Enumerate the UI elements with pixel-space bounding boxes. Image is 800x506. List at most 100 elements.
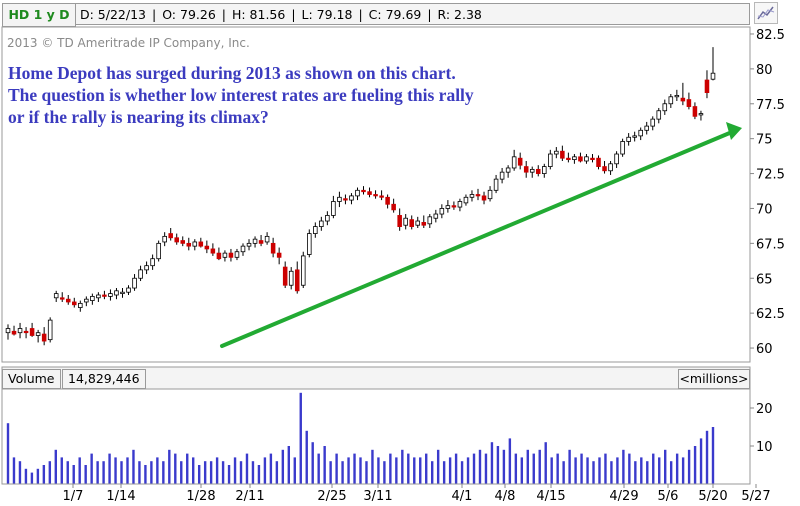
candle xyxy=(505,165,511,178)
volume-bar xyxy=(227,465,231,484)
candle-body-down xyxy=(174,237,179,243)
candle-body-down xyxy=(270,242,276,254)
volume-bar xyxy=(66,461,69,484)
candle-body-up xyxy=(192,241,198,247)
candle-body-down xyxy=(475,194,481,197)
candle xyxy=(445,200,451,213)
candle xyxy=(228,248,234,262)
volume-bar xyxy=(568,449,571,484)
candle-body-down xyxy=(535,168,541,174)
candle-body-up xyxy=(337,196,342,202)
volume-bar xyxy=(502,449,506,484)
volume-bar xyxy=(132,449,135,484)
volume-bar xyxy=(353,453,356,484)
quote-date: D: 5/22/13 xyxy=(80,7,146,22)
trendline-arrowhead xyxy=(726,122,742,140)
volume-bar xyxy=(144,465,147,484)
candle xyxy=(379,190,384,201)
candle-body-down xyxy=(65,298,71,303)
volume-bar xyxy=(419,457,422,484)
date-tick-label: 3/11 xyxy=(363,489,392,504)
candle-body-down xyxy=(517,157,523,166)
candle-body-down xyxy=(72,301,77,306)
candle-body-down xyxy=(421,222,427,226)
candle xyxy=(108,289,113,301)
candle xyxy=(47,317,53,343)
candle xyxy=(270,237,276,258)
volume-value: 14,829,446 xyxy=(62,369,146,389)
volume-bar xyxy=(430,461,434,484)
candle xyxy=(5,324,11,340)
candle-body-down xyxy=(282,266,288,286)
candle xyxy=(638,127,643,141)
candle-body-up xyxy=(656,110,662,120)
candle xyxy=(41,327,47,346)
volume-bar xyxy=(508,438,512,484)
candle-body-up xyxy=(144,265,149,271)
candle-body-down xyxy=(379,195,384,198)
volume-bar xyxy=(371,449,374,484)
candle-body-down xyxy=(41,333,47,342)
quote-divider: | xyxy=(151,7,157,22)
date-tick-label: 5/27 xyxy=(741,489,770,504)
volume-bar xyxy=(126,457,129,484)
candle xyxy=(192,239,198,251)
candle-body-down xyxy=(343,198,348,201)
candle-body-down xyxy=(596,157,601,167)
candle xyxy=(680,82,686,106)
volume-bar xyxy=(120,461,123,484)
candle-body-up xyxy=(325,215,330,222)
candle-body-down xyxy=(29,328,35,336)
volume-bar xyxy=(269,453,273,484)
candle xyxy=(668,94,674,108)
volume-bar xyxy=(658,457,661,484)
candle-body-up xyxy=(246,242,252,247)
candle xyxy=(349,193,354,205)
volume-axis: 10 20 xyxy=(750,402,773,455)
volume-bar xyxy=(574,457,577,484)
volume-bar xyxy=(616,457,619,484)
volume-bar xyxy=(138,461,141,484)
candle-body-down xyxy=(373,194,378,197)
candle-body-down xyxy=(198,241,204,247)
candle-body-up xyxy=(138,269,143,279)
quote-divider: | xyxy=(358,7,363,22)
candle xyxy=(204,240,210,254)
volume-bar xyxy=(401,449,404,484)
annotation-text: Home Depot has surged during 2013 as sho… xyxy=(8,63,474,127)
price-tick-label: 60 xyxy=(756,342,773,357)
candle xyxy=(451,201,457,210)
price-tick-label: 82.5 xyxy=(756,28,785,43)
candle-body-up xyxy=(84,298,89,303)
volume-bar xyxy=(42,465,46,484)
quote-range: R: 2.38 xyxy=(437,7,482,22)
candle-body-up xyxy=(222,252,228,258)
volume-bar xyxy=(669,461,673,484)
chart-settings-button[interactable] xyxy=(754,2,778,24)
volume-label: Volume xyxy=(2,369,61,389)
volume-bar xyxy=(323,446,326,484)
price-panel-frame xyxy=(1,26,751,363)
volume-bar xyxy=(114,457,117,484)
candle-body-up xyxy=(584,156,589,162)
volume-bar xyxy=(72,465,75,484)
volume-bar xyxy=(251,461,255,484)
candle-body-up xyxy=(35,332,41,336)
volume-bar xyxy=(60,457,63,484)
volume-bar xyxy=(84,465,87,484)
date-tick-label: 4/29 xyxy=(609,489,638,504)
volume-bar xyxy=(192,457,195,484)
ticker-label: HD 1 y D xyxy=(8,7,70,22)
candle xyxy=(307,229,312,258)
candle xyxy=(590,154,595,163)
candle xyxy=(499,167,505,184)
ticker-box[interactable]: HD 1 y D xyxy=(2,3,76,27)
candle xyxy=(626,133,631,146)
price-tick-label: 77.5 xyxy=(756,98,785,113)
candle xyxy=(288,267,294,290)
candle-body-up xyxy=(548,153,553,167)
quote-divider: | xyxy=(221,7,226,22)
candle xyxy=(234,248,240,261)
candle-body-down xyxy=(258,240,264,244)
